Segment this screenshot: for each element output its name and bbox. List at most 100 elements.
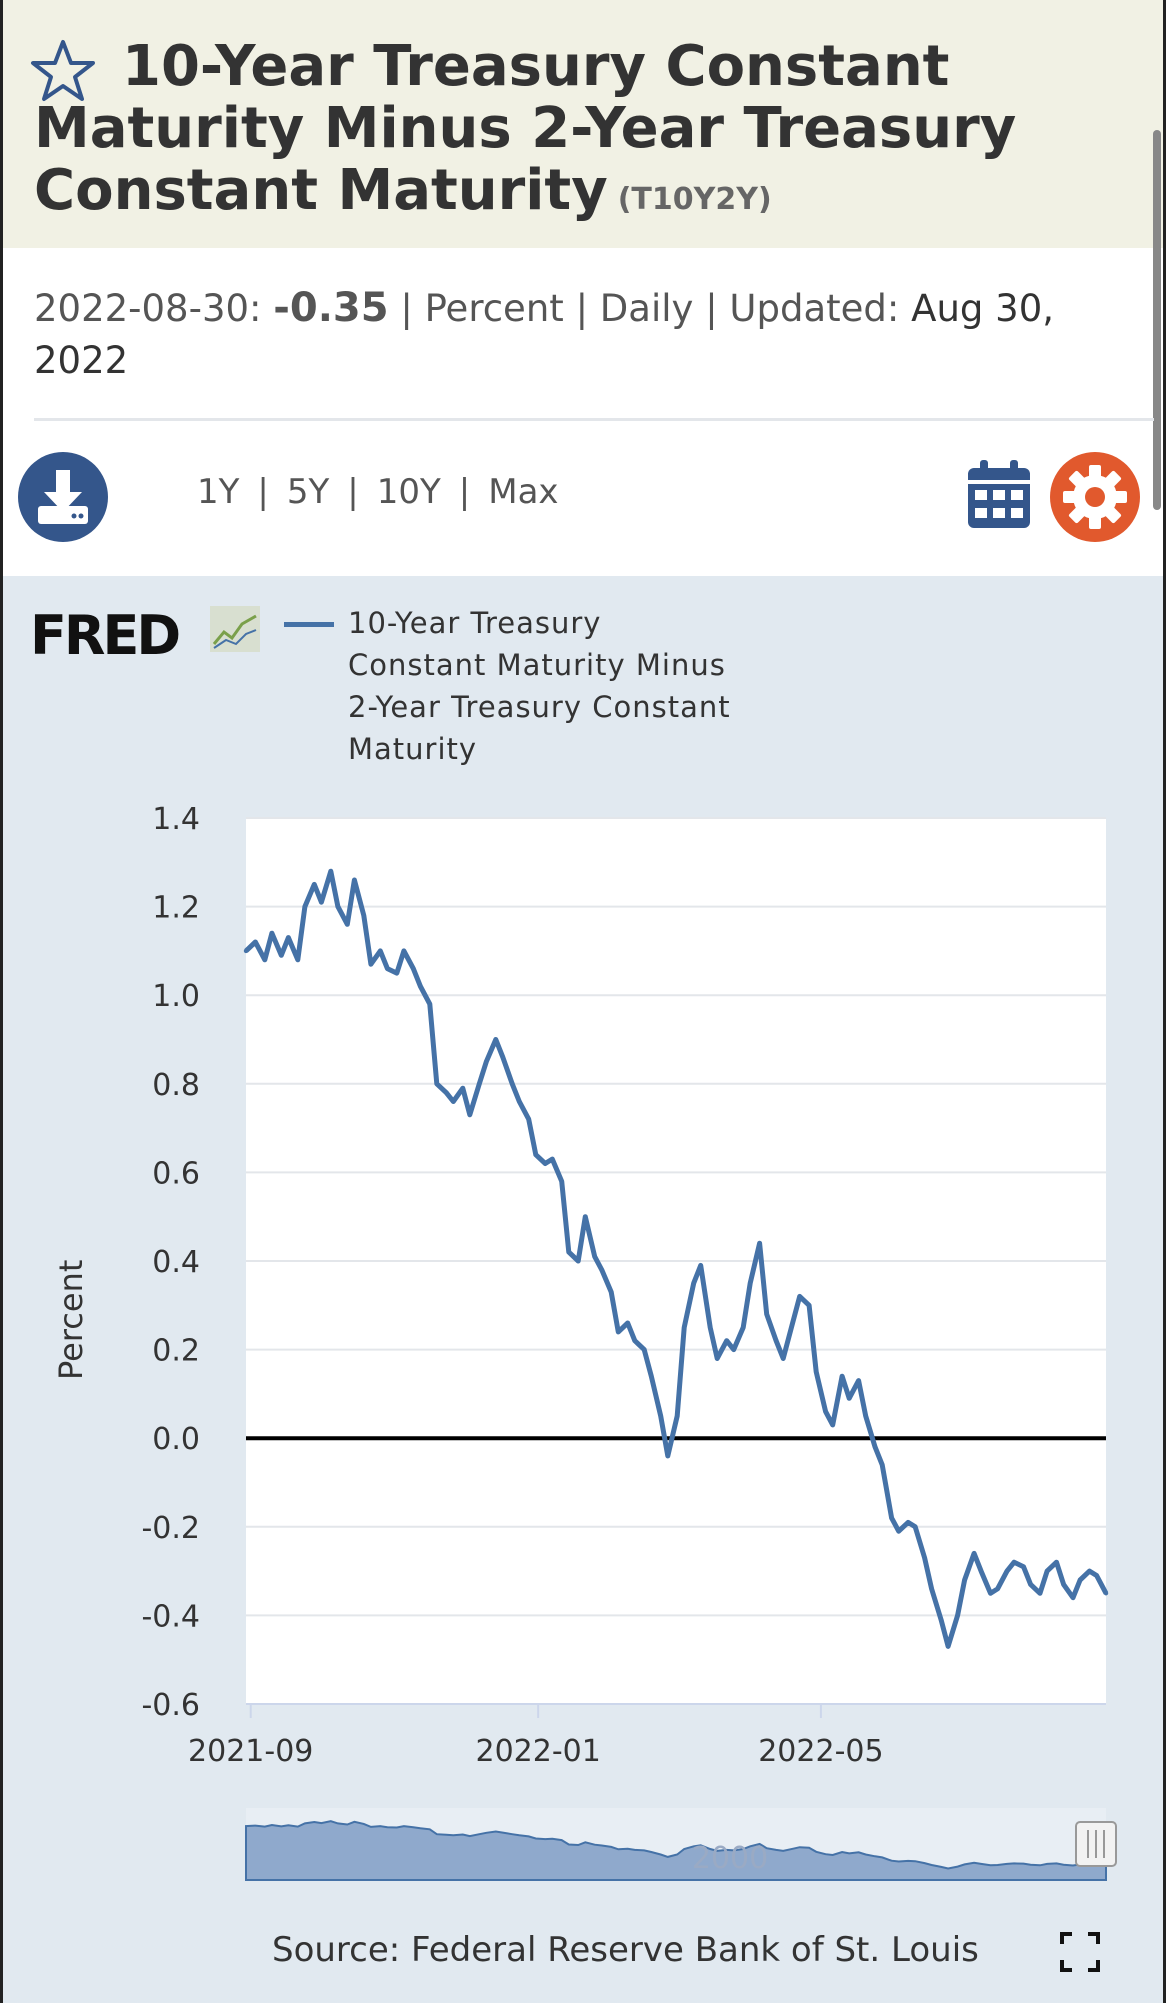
data-point [715,1356,720,1361]
data-point [477,1081,482,1087]
star-icon[interactable] [30,38,96,104]
download-button[interactable] [18,452,108,542]
updated-label: Updated: [729,287,900,330]
data-point [625,1320,630,1326]
data-point [724,1338,729,1343]
data-point [1004,1568,1010,1574]
data-point [493,1037,498,1042]
range-5y[interactable]: 5Y [286,472,330,512]
y-tick-label: -0.4 [141,1599,200,1634]
data-point [938,1617,944,1623]
data-point [658,1413,663,1419]
meta-separator: | [575,287,589,330]
data-point [955,1613,960,1618]
data-point [460,1086,465,1091]
data-point [707,1325,713,1330]
data-point [863,1413,868,1419]
data-point [451,1099,456,1104]
data-point [797,1294,802,1299]
data-point [517,1099,522,1104]
data-point [550,1156,555,1162]
data-point [352,877,357,883]
units: Percent [424,287,564,330]
y-tick-label: 1.0 [152,979,200,1014]
data-point [510,1081,515,1087]
data-point [253,939,258,945]
data-point [781,1356,786,1361]
data-point [649,1373,654,1379]
y-tick-label: 0.8 [152,1068,200,1103]
data-point [988,1591,993,1596]
data-point [368,961,374,967]
data-point [302,904,308,909]
y-tick-label: 1.2 [152,891,200,926]
x-tick-label: 2021-09 [188,1734,313,1769]
data-point [526,1117,531,1122]
data-point [912,1524,918,1530]
data-point [295,957,301,962]
data-point [889,1515,894,1521]
y-tick-label: -0.2 [141,1511,200,1546]
download-icon [38,470,88,524]
data-point [500,1055,506,1060]
data-point [856,1378,861,1383]
range-separator: | [257,472,269,512]
data-point [632,1338,637,1343]
data-point [576,1258,581,1264]
data-point [945,1644,951,1649]
divider [34,418,1154,421]
data-point [922,1555,927,1561]
data-point [427,1001,432,1007]
data-point [823,1409,828,1414]
settings-button[interactable] [1050,452,1140,542]
meta-separator: | [400,287,413,330]
data-point [434,1081,440,1087]
data-point [559,1179,564,1184]
data-point [839,1373,845,1379]
data-point [385,966,390,971]
fred-logo: FRED [30,604,181,667]
data-point [609,1289,614,1295]
data-point [740,1325,746,1330]
scrollbar[interactable] [1153,130,1161,510]
data-point [533,1152,539,1157]
data-point [269,930,275,936]
data-point [790,1320,795,1326]
data-point [345,922,350,927]
data-point [813,1369,819,1374]
data-point [262,957,268,962]
range-1y[interactable]: 1Y [197,472,240,512]
fullscreen-icon[interactable] [1060,1932,1100,1972]
data-point [698,1263,703,1268]
data-point [1044,1568,1050,1574]
legend-label[interactable]: 10-Year Treasury Constant Maturity Minus… [348,606,731,766]
series-meta: 2022-08-30: -0.35 | Percent | Daily | Up… [34,282,1094,387]
data-point [1070,1595,1076,1600]
y-tick-label: 0.4 [152,1245,200,1280]
data-point [682,1325,687,1330]
data-point [1077,1577,1083,1583]
series-id: (T10Y2Y) [617,182,772,217]
data-point [962,1577,967,1583]
data-point [378,948,383,954]
data-point [543,1161,548,1166]
y-tick-label: 0.2 [152,1334,200,1369]
x-tick-label: 2022-05 [758,1734,883,1769]
data-point [896,1529,901,1534]
data-point [757,1241,762,1246]
data-point [641,1347,647,1352]
data-point [319,899,324,905]
observation-date: 2022-08-30: [34,287,262,330]
page-header [3,0,1163,248]
calendar-icon[interactable] [966,458,1032,530]
navigator-series [245,1820,1107,1881]
data-point [583,1214,588,1219]
range-max[interactable]: Max [488,472,559,512]
data-point [879,1462,885,1467]
data-point [1094,1573,1099,1578]
data-point [1037,1591,1043,1596]
data-point [279,953,284,958]
range-10y[interactable]: 10Y [376,472,441,512]
data-point [1011,1560,1017,1565]
data-point [995,1586,1000,1592]
